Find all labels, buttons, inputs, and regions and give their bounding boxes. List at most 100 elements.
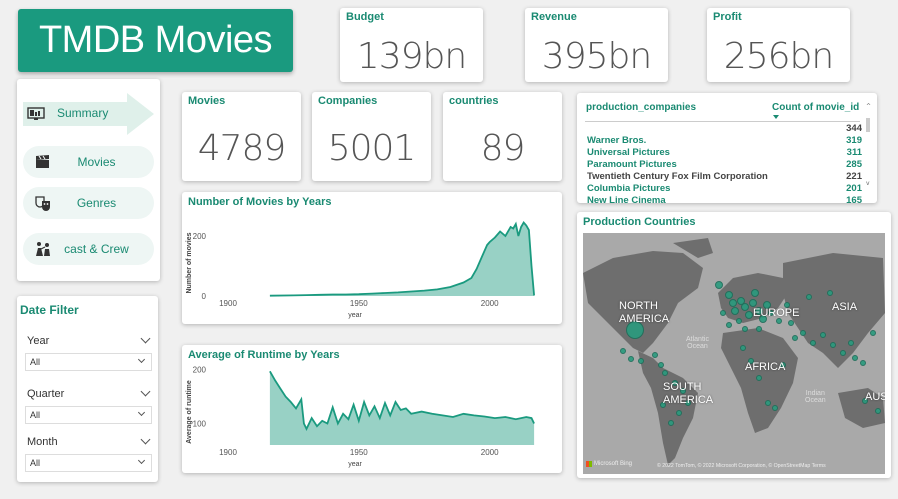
- country-bubble[interactable]: [870, 330, 876, 336]
- country-bubble[interactable]: [726, 322, 732, 328]
- country-bubble[interactable]: [742, 326, 748, 332]
- year-collapse-chevron-icon[interactable]: [140, 333, 151, 344]
- country-bubble[interactable]: [749, 299, 757, 307]
- movies-by-years-chart[interactable]: 1900 1950 2000 0 200 year Number of movies: [182, 192, 562, 324]
- country-bubble[interactable]: [662, 370, 668, 376]
- x-tick-label: 1950: [350, 448, 368, 457]
- country-bubble[interactable]: [759, 315, 767, 323]
- country-bubble[interactable]: [725, 291, 733, 299]
- scrollbar-track[interactable]: ^ v: [865, 103, 872, 188]
- country-bubble[interactable]: [765, 400, 771, 406]
- table-row[interactable]: 344: [587, 123, 862, 135]
- movie-count-cell: 319: [846, 135, 862, 146]
- scroll-down-icon[interactable]: v: [866, 180, 870, 187]
- country-bubble[interactable]: [840, 350, 846, 356]
- table-row[interactable]: Twentieth Century Fox Film Corporation 22…: [587, 171, 862, 183]
- country-bubble[interactable]: [736, 318, 742, 324]
- country-bubble[interactable]: [668, 420, 674, 426]
- map-attribution[interactable]: © 2022 TomTom, © 2022 Microsoft Corporat…: [657, 463, 826, 469]
- table-row[interactable]: Paramount Pictures 285: [587, 159, 862, 171]
- series-line: [269, 220, 535, 297]
- country-bubble[interactable]: [784, 302, 790, 308]
- country-bubble[interactable]: [731, 307, 739, 315]
- month-collapse-chevron-icon[interactable]: [140, 434, 151, 445]
- country-bubble[interactable]: [860, 360, 866, 366]
- country-bubble[interactable]: [772, 405, 778, 411]
- country-bubble[interactable]: [628, 356, 634, 362]
- country-bubble[interactable]: [755, 307, 763, 315]
- table-row[interactable]: Columbia Pictures 201: [587, 183, 862, 195]
- country-bubble[interactable]: [748, 358, 754, 364]
- country-bubble[interactable]: [862, 398, 868, 404]
- country-bubble[interactable]: [756, 326, 762, 332]
- country-bubble[interactable]: [875, 408, 881, 414]
- country-bubble[interactable]: [740, 345, 746, 351]
- country-bubble[interactable]: [756, 375, 762, 381]
- x-axis-label: year: [348, 461, 362, 468]
- nav-movies-button[interactable]: Movies: [23, 146, 154, 178]
- kpi-card-movies: Movies 4789: [182, 92, 301, 181]
- country-bubble[interactable]: [729, 299, 737, 307]
- country-bubble[interactable]: [660, 402, 666, 408]
- country-bubble[interactable]: [830, 342, 836, 348]
- country-bubble[interactable]: [676, 410, 682, 416]
- y-tick-label: 100: [193, 419, 207, 428]
- country-bubble[interactable]: [715, 281, 723, 289]
- country-bubble[interactable]: [827, 290, 833, 296]
- country-bubble[interactable]: [658, 362, 664, 368]
- country-bubble[interactable]: [848, 340, 854, 346]
- country-bubble[interactable]: [720, 310, 726, 316]
- country-bubble[interactable]: [620, 348, 626, 354]
- country-bubble[interactable]: [652, 352, 658, 358]
- country-bubble[interactable]: [751, 289, 759, 297]
- country-bubble[interactable]: [776, 318, 782, 324]
- table-row[interactable]: Warner Bros. 319: [587, 135, 862, 147]
- country-bubble[interactable]: [638, 358, 644, 364]
- x-axis-label: year: [348, 312, 362, 319]
- country-bubble[interactable]: [672, 380, 678, 386]
- nav-summary-label: Summary: [57, 106, 109, 120]
- country-bubble[interactable]: [792, 335, 798, 341]
- nav-genres-label: Genres: [76, 196, 117, 210]
- country-bubble[interactable]: [685, 400, 691, 406]
- country-bubble[interactable]: [768, 310, 774, 316]
- navigation-panel: Summary Movies Genres cast & Crew: [17, 79, 160, 281]
- kpi-value: 395bn: [541, 36, 652, 77]
- sort-descending-icon: [773, 115, 779, 119]
- country-bubble[interactable]: [810, 340, 816, 346]
- month-dropdown[interactable]: All: [25, 454, 152, 472]
- nav-cast-crew-button[interactable]: cast & Crew: [23, 233, 154, 265]
- country-bubble[interactable]: [626, 321, 644, 339]
- nav-summary-button[interactable]: Summary: [23, 93, 155, 135]
- nav-genres-button[interactable]: Genres: [23, 187, 154, 219]
- area-fill: [269, 371, 535, 445]
- country-bubble[interactable]: [820, 332, 826, 338]
- country-bubble[interactable]: [806, 294, 812, 300]
- country-bubble[interactable]: [741, 303, 749, 311]
- country-bubble[interactable]: [788, 320, 794, 326]
- scroll-up-icon[interactable]: ^: [866, 103, 872, 110]
- map-label-atlantic-ocean: Atlantic Ocean: [686, 336, 709, 350]
- country-bubble[interactable]: [745, 311, 753, 319]
- kpi-card-revenue: Revenue 395bn: [525, 8, 668, 82]
- runtime-by-years-chart[interactable]: 1900 1950 2000 100 200 year Average of runtime: [182, 345, 562, 473]
- scrollbar-thumb[interactable]: [866, 118, 870, 132]
- column-header-count[interactable]: Count of movie_id: [772, 102, 860, 113]
- quarter-dropdown[interactable]: All: [25, 406, 152, 424]
- microsoft-logo-icon: [586, 461, 592, 467]
- table-row[interactable]: New Line Cinema 165: [587, 195, 862, 203]
- country-bubble[interactable]: [852, 355, 858, 361]
- country-bubble[interactable]: [780, 362, 786, 368]
- world-map[interactable]: NORTH AMERICA EUROPE ASIA AFRICA SOUTH A…: [583, 233, 885, 474]
- x-tick-label: 1900: [219, 448, 237, 457]
- chart-title: Number of Movies by Years: [188, 196, 332, 208]
- table-row[interactable]: Universal Pictures 311: [587, 147, 862, 159]
- kpi-value: 139bn: [356, 36, 467, 77]
- quarter-collapse-chevron-icon[interactable]: [140, 386, 151, 397]
- country-bubble[interactable]: [800, 330, 806, 336]
- country-bubble[interactable]: [763, 301, 771, 309]
- country-bubble[interactable]: [680, 388, 686, 394]
- column-header-companies[interactable]: production_companies: [586, 102, 697, 113]
- year-dropdown[interactable]: All: [25, 353, 152, 371]
- company-name-cell: Paramount Pictures: [587, 159, 677, 170]
